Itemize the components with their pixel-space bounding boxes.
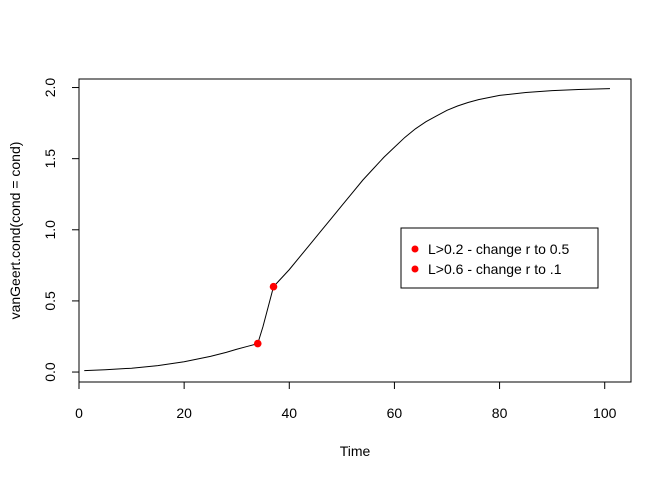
x-tick-label-4: 80: [492, 405, 508, 421]
legend: L>0.2 - change r to 0.5 L>0.6 - change r…: [400, 227, 599, 289]
legend-label-2: L>0.6 - change r to .1: [428, 261, 562, 277]
x-tick-label-2: 40: [281, 405, 297, 421]
x-tick-label-1: 20: [176, 405, 192, 421]
x-tick-label-3: 60: [387, 405, 403, 421]
x-tick-label-0: 0: [75, 405, 83, 421]
points-layer: [253, 282, 278, 348]
legend-box: [400, 227, 599, 289]
data-point-0: [253, 339, 262, 348]
y-axis: 0.0 0.5 1.0 1.5 2.0: [42, 78, 80, 382]
legend-entry-2: L>0.6 - change r to .1: [411, 261, 562, 277]
y-tick-label-4: 2.0: [42, 78, 58, 98]
legend-marker-1: [411, 245, 419, 253]
legend-label-1: L>0.2 - change r to 0.5: [428, 241, 569, 257]
y-tick-label-3: 1.5: [42, 149, 58, 169]
x-tick-label-5: 100: [593, 405, 617, 421]
y-axis-label: vanGeert.cond(cond = cond): [7, 142, 23, 320]
series-line-0: [84, 88, 610, 372]
y-tick-label-2: 1.0: [42, 220, 58, 240]
data-point-1: [269, 282, 278, 291]
legend-marker-2: [411, 265, 419, 273]
x-axis-label: Time: [340, 443, 371, 459]
series-layer: [84, 88, 610, 372]
legend-entry-1: L>0.2 - change r to 0.5: [411, 241, 569, 257]
y-tick-label-1: 0.5: [42, 291, 58, 311]
y-tick-label-0: 0.0: [42, 362, 58, 382]
x-axis: 0 20 40 60 80 100: [75, 381, 617, 421]
